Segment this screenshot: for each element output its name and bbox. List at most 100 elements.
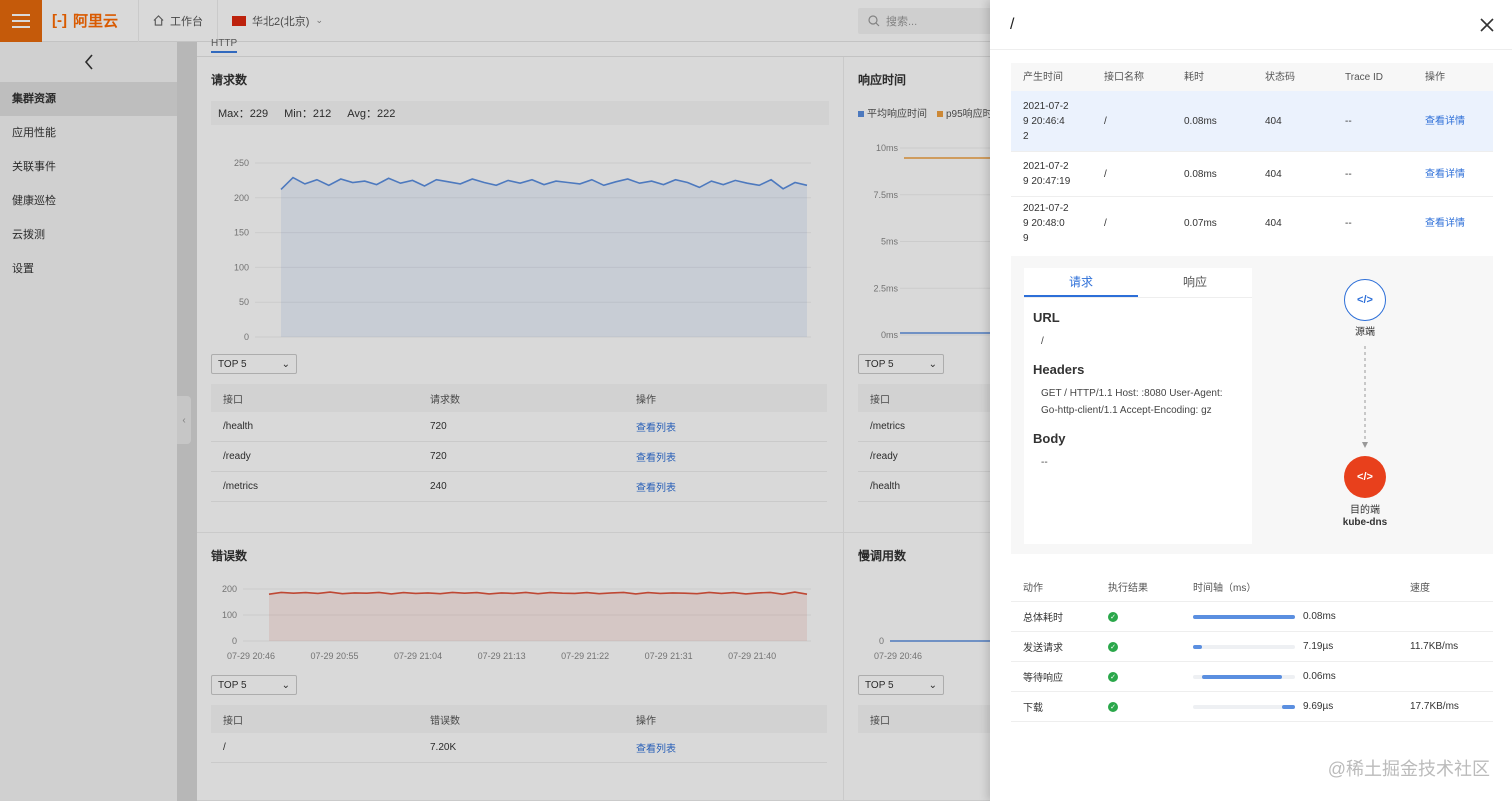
success-check-icon: ✓ bbox=[1108, 671, 1118, 682]
y-tick-label: 50 bbox=[239, 297, 249, 307]
series-area bbox=[269, 592, 807, 641]
sidebar-item-cloud-probe[interactable]: 云拨测 bbox=[12, 229, 45, 241]
table-row: /health 720 查看列表 bbox=[211, 412, 827, 442]
table-row[interactable]: 2021-07-2 9 20:47:19 / 0.08ms 404 -- 查看详情 bbox=[1011, 152, 1493, 197]
response-top-select[interactable]: TOP 5 ⌄ bbox=[858, 354, 944, 374]
time-line: 9 20:46:4 bbox=[1023, 115, 1065, 127]
col-cost: 耗时 bbox=[1184, 71, 1204, 83]
search-box[interactable]: 搜索... bbox=[858, 8, 998, 34]
workbench-label: 工作台 bbox=[170, 15, 204, 28]
row-status: 404 bbox=[1265, 217, 1282, 229]
row-trace: -- bbox=[1345, 217, 1352, 229]
tab-http[interactable]: HTTP bbox=[211, 38, 238, 53]
legend-avg-label: 平均响应时间 bbox=[867, 109, 927, 120]
detail-drawer: / 产生时间 接口名称 耗时 状态码 Trace ID 操作 2021-07-2… bbox=[990, 0, 1512, 801]
timeline-track bbox=[1193, 644, 1295, 649]
x-tick-label: 07-29 21:31 bbox=[645, 651, 693, 661]
timeline-action: 下载 bbox=[1023, 703, 1043, 714]
y-tick-label: 100 bbox=[222, 610, 237, 620]
result-cell: ✓ bbox=[1096, 611, 1181, 622]
row-name: / bbox=[1104, 217, 1107, 229]
slow-top-select[interactable]: TOP 5 ⌄ bbox=[858, 675, 944, 695]
source-node-icon[interactable]: </> bbox=[1344, 279, 1386, 321]
row-path: /health bbox=[223, 421, 254, 432]
sidebar-item-settings[interactable]: 设置 bbox=[12, 263, 34, 275]
view-detail-link[interactable]: 查看详情 bbox=[1425, 168, 1465, 180]
aliyun-logo-icon: [-] bbox=[52, 12, 67, 29]
logo[interactable]: [-] 阿里云 bbox=[42, 10, 138, 31]
close-icon[interactable] bbox=[1480, 17, 1494, 32]
y-tick-label: 0ms bbox=[881, 330, 899, 340]
table-row: /metrics 240 查看列表 bbox=[211, 472, 827, 502]
errors-table: 接口 错误数 操作 / 7.20K 查看列表 bbox=[211, 705, 827, 763]
errors-title: 错误数 bbox=[211, 549, 248, 563]
response-legend: 平均响应时间 p95响应时 bbox=[858, 105, 993, 120]
table-row[interactable]: 2021-07-2 9 20:48:0 9 / 0.07ms 404 -- 查看详情 bbox=[1011, 197, 1493, 249]
tab-response[interactable]: 响应 bbox=[1182, 275, 1207, 289]
y-tick-label: 200 bbox=[234, 193, 249, 203]
row-count: 7.20K bbox=[430, 742, 457, 753]
time-line: 2021-07-2 bbox=[1023, 161, 1069, 172]
request-panel: 请求 响应 URL / Headers GET / HTTP/1.1 Host:… bbox=[1024, 268, 1252, 544]
back-button[interactable] bbox=[0, 42, 177, 82]
row-path: / bbox=[223, 742, 226, 753]
chevron-left-small-icon: ‹ bbox=[182, 414, 186, 426]
chevron-left-icon bbox=[84, 54, 93, 70]
legend-p95[interactable]: p95响应时 bbox=[937, 105, 993, 120]
timeline-bar bbox=[1281, 704, 1295, 709]
sidebar-item-app-performance[interactable]: 应用性能 bbox=[12, 127, 56, 139]
y-tick-label: 0 bbox=[232, 636, 237, 646]
legend-avg[interactable]: 平均响应时间 bbox=[858, 105, 927, 120]
sidebar-item-cluster-resources[interactable]: 集群资源 bbox=[0, 82, 177, 116]
timeline-bar bbox=[1193, 644, 1203, 649]
view-detail-link[interactable]: 查看详情 bbox=[1425, 217, 1465, 229]
row-count: 720 bbox=[430, 451, 447, 462]
dest-node-icon[interactable]: </> bbox=[1344, 456, 1386, 498]
y-tick-label: 2.5ms bbox=[873, 283, 898, 293]
view-list-link[interactable]: 查看列表 bbox=[636, 744, 676, 755]
time-line: 2021-07-2 bbox=[1023, 100, 1069, 112]
col-result: 执行结果 bbox=[1108, 583, 1148, 594]
col-timeline: 时间轴（ms） bbox=[1193, 583, 1257, 594]
y-tick-label: 200 bbox=[222, 584, 237, 594]
trace-table: 产生时间 接口名称 耗时 状态码 Trace ID 操作 2021-07-2 9 … bbox=[1011, 63, 1493, 249]
response-time-title: 响应时间 bbox=[858, 73, 907, 87]
requests-title: 请求数 bbox=[211, 73, 248, 87]
requests-top-select[interactable]: TOP 5 ⌄ bbox=[211, 354, 297, 374]
sidebar-item-health-check[interactable]: 健康巡检 bbox=[12, 195, 56, 207]
menu-button[interactable] bbox=[0, 0, 42, 42]
view-list-link[interactable]: 查看列表 bbox=[636, 453, 676, 464]
sidebar-item-related-events[interactable]: 关联事件 bbox=[12, 161, 56, 173]
home-icon bbox=[153, 15, 164, 26]
url-label: URL bbox=[1033, 310, 1060, 325]
x-tick-label: 07-29 21:13 bbox=[478, 651, 526, 661]
timeline-track bbox=[1193, 674, 1295, 679]
table-row: / 7.20K 查看列表 bbox=[211, 733, 827, 763]
timeline-bar bbox=[1202, 674, 1282, 679]
col-speed: 速度 bbox=[1410, 583, 1430, 594]
dest-label: 目的端 bbox=[1350, 505, 1380, 516]
y-tick-label: 150 bbox=[234, 228, 249, 238]
row-cost: 0.08ms bbox=[1184, 115, 1217, 127]
tab-request[interactable]: 请求 bbox=[1024, 268, 1138, 297]
sidebar-collapse-handle[interactable]: ‹ bbox=[177, 396, 191, 444]
view-detail-link[interactable]: 查看详情 bbox=[1425, 115, 1465, 127]
source-label: 源端 bbox=[1355, 327, 1375, 338]
row-trace: -- bbox=[1345, 115, 1352, 127]
region-selector[interactable]: 华北2(北京) ⌄ bbox=[217, 0, 337, 42]
timeline-rows: 总体耗时 ✓ 0.08ms 发送请求 ✓ 7.19µs 11.7KB/ms 等待响应 ✓ 0.06… bbox=[1011, 602, 1493, 722]
x-tick-label: 07-29 20:46 bbox=[874, 651, 922, 661]
body-value: -- bbox=[1041, 457, 1048, 468]
y-tick-label: 10ms bbox=[876, 143, 899, 153]
series-line bbox=[268, 591, 808, 596]
timeline-track bbox=[1193, 614, 1295, 619]
col-path: 接口 bbox=[870, 715, 890, 727]
row-time: 2021-07-2 9 20:47:19 bbox=[1011, 159, 1092, 189]
table-row[interactable]: 2021-07-2 9 20:46:4 2 / 0.08ms 404 -- 查看详情 bbox=[1011, 91, 1493, 152]
workbench-link[interactable]: 工作台 bbox=[138, 0, 217, 42]
requests-stats: Max：229 Min：212 Avg：222 bbox=[211, 101, 829, 125]
view-list-link[interactable]: 查看列表 bbox=[636, 483, 676, 494]
errors-top-select[interactable]: TOP 5 ⌄ bbox=[211, 675, 297, 695]
view-list-link[interactable]: 查看列表 bbox=[636, 423, 676, 434]
